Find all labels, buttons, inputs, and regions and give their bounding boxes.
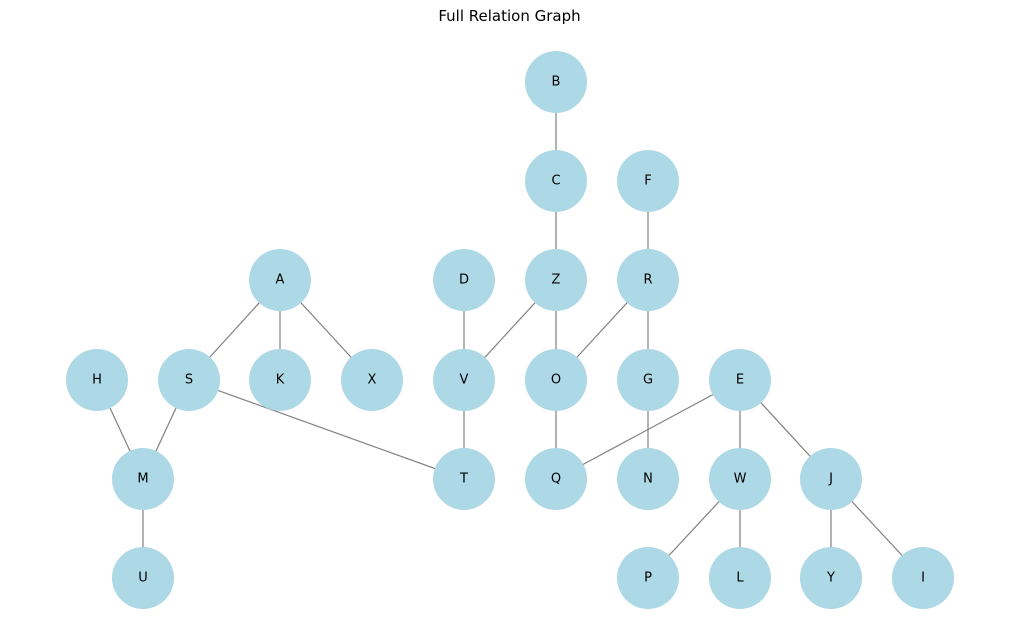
node-q: Q <box>525 448 587 510</box>
node-label: F <box>644 174 651 189</box>
node-label: H <box>92 373 102 388</box>
node-b: B <box>525 51 587 113</box>
node-j: J <box>800 448 862 510</box>
node-circle <box>66 349 128 411</box>
node-m: M <box>112 448 174 510</box>
node-circle <box>709 349 771 411</box>
node-i: I <box>892 547 954 609</box>
node-label: D <box>459 273 469 288</box>
node-g: G <box>617 349 679 411</box>
nodes-layer: B C F A D Z R H S K X V O G E M T Q N W J U P L Y I <box>66 51 954 609</box>
graph-title: Full Relation Graph <box>438 7 581 25</box>
node-circle <box>617 150 679 212</box>
node-v: V <box>433 349 495 411</box>
node-circle <box>112 448 174 510</box>
node-label: O <box>551 373 561 388</box>
edge-e-q <box>555 379 741 480</box>
node-label: Y <box>826 571 835 586</box>
node-circle <box>158 349 220 411</box>
node-o: O <box>525 349 587 411</box>
node-circle <box>617 349 679 411</box>
node-circle <box>433 349 495 411</box>
node-circle <box>525 150 587 212</box>
node-label: R <box>643 273 652 288</box>
node-label: A <box>276 273 285 288</box>
node-label: S <box>185 373 193 388</box>
node-circle <box>709 547 771 609</box>
edges-layer <box>96 82 924 579</box>
node-t: T <box>433 448 495 510</box>
node-a: A <box>249 249 311 311</box>
node-e: E <box>709 349 771 411</box>
node-circle <box>617 448 679 510</box>
node-d: D <box>433 249 495 311</box>
node-label: B <box>552 75 561 90</box>
node-circle <box>617 547 679 609</box>
node-circle <box>892 547 954 609</box>
node-w: W <box>709 448 771 510</box>
node-n: N <box>617 448 679 510</box>
node-circle <box>800 448 862 510</box>
node-circle <box>341 349 403 411</box>
node-c: C <box>525 150 587 212</box>
node-circle <box>433 249 495 311</box>
node-circle <box>433 448 495 510</box>
node-label: N <box>643 472 653 487</box>
node-y: Y <box>800 547 862 609</box>
node-circle <box>525 349 587 411</box>
node-circle <box>525 448 587 510</box>
node-k: K <box>249 349 311 411</box>
node-label: I <box>921 571 925 586</box>
node-label: Z <box>552 273 561 288</box>
node-label: J <box>828 472 833 487</box>
node-label: E <box>736 373 744 388</box>
node-u: U <box>112 547 174 609</box>
node-label: P <box>644 571 652 586</box>
node-p: P <box>617 547 679 609</box>
node-circle <box>249 349 311 411</box>
node-circle <box>800 547 862 609</box>
node-circle <box>525 51 587 113</box>
node-circle <box>709 448 771 510</box>
node-f: F <box>617 150 679 212</box>
node-circle <box>249 249 311 311</box>
node-label: V <box>460 373 469 388</box>
node-s: S <box>158 349 220 411</box>
node-label: T <box>459 472 468 487</box>
edge-s-t <box>188 379 465 480</box>
node-label: Q <box>551 472 561 487</box>
node-label: C <box>551 174 560 189</box>
node-label: M <box>137 472 148 487</box>
node-z: Z <box>525 249 587 311</box>
node-label: U <box>138 571 148 586</box>
node-circle <box>525 249 587 311</box>
node-label: X <box>368 373 377 388</box>
node-x: X <box>341 349 403 411</box>
node-label: G <box>643 373 653 388</box>
node-label: W <box>734 472 747 487</box>
node-circle <box>617 249 679 311</box>
node-circle <box>112 547 174 609</box>
node-h: H <box>66 349 128 411</box>
node-label: L <box>736 571 744 586</box>
node-label: K <box>276 373 285 388</box>
node-r: R <box>617 249 679 311</box>
node-l: L <box>709 547 771 609</box>
